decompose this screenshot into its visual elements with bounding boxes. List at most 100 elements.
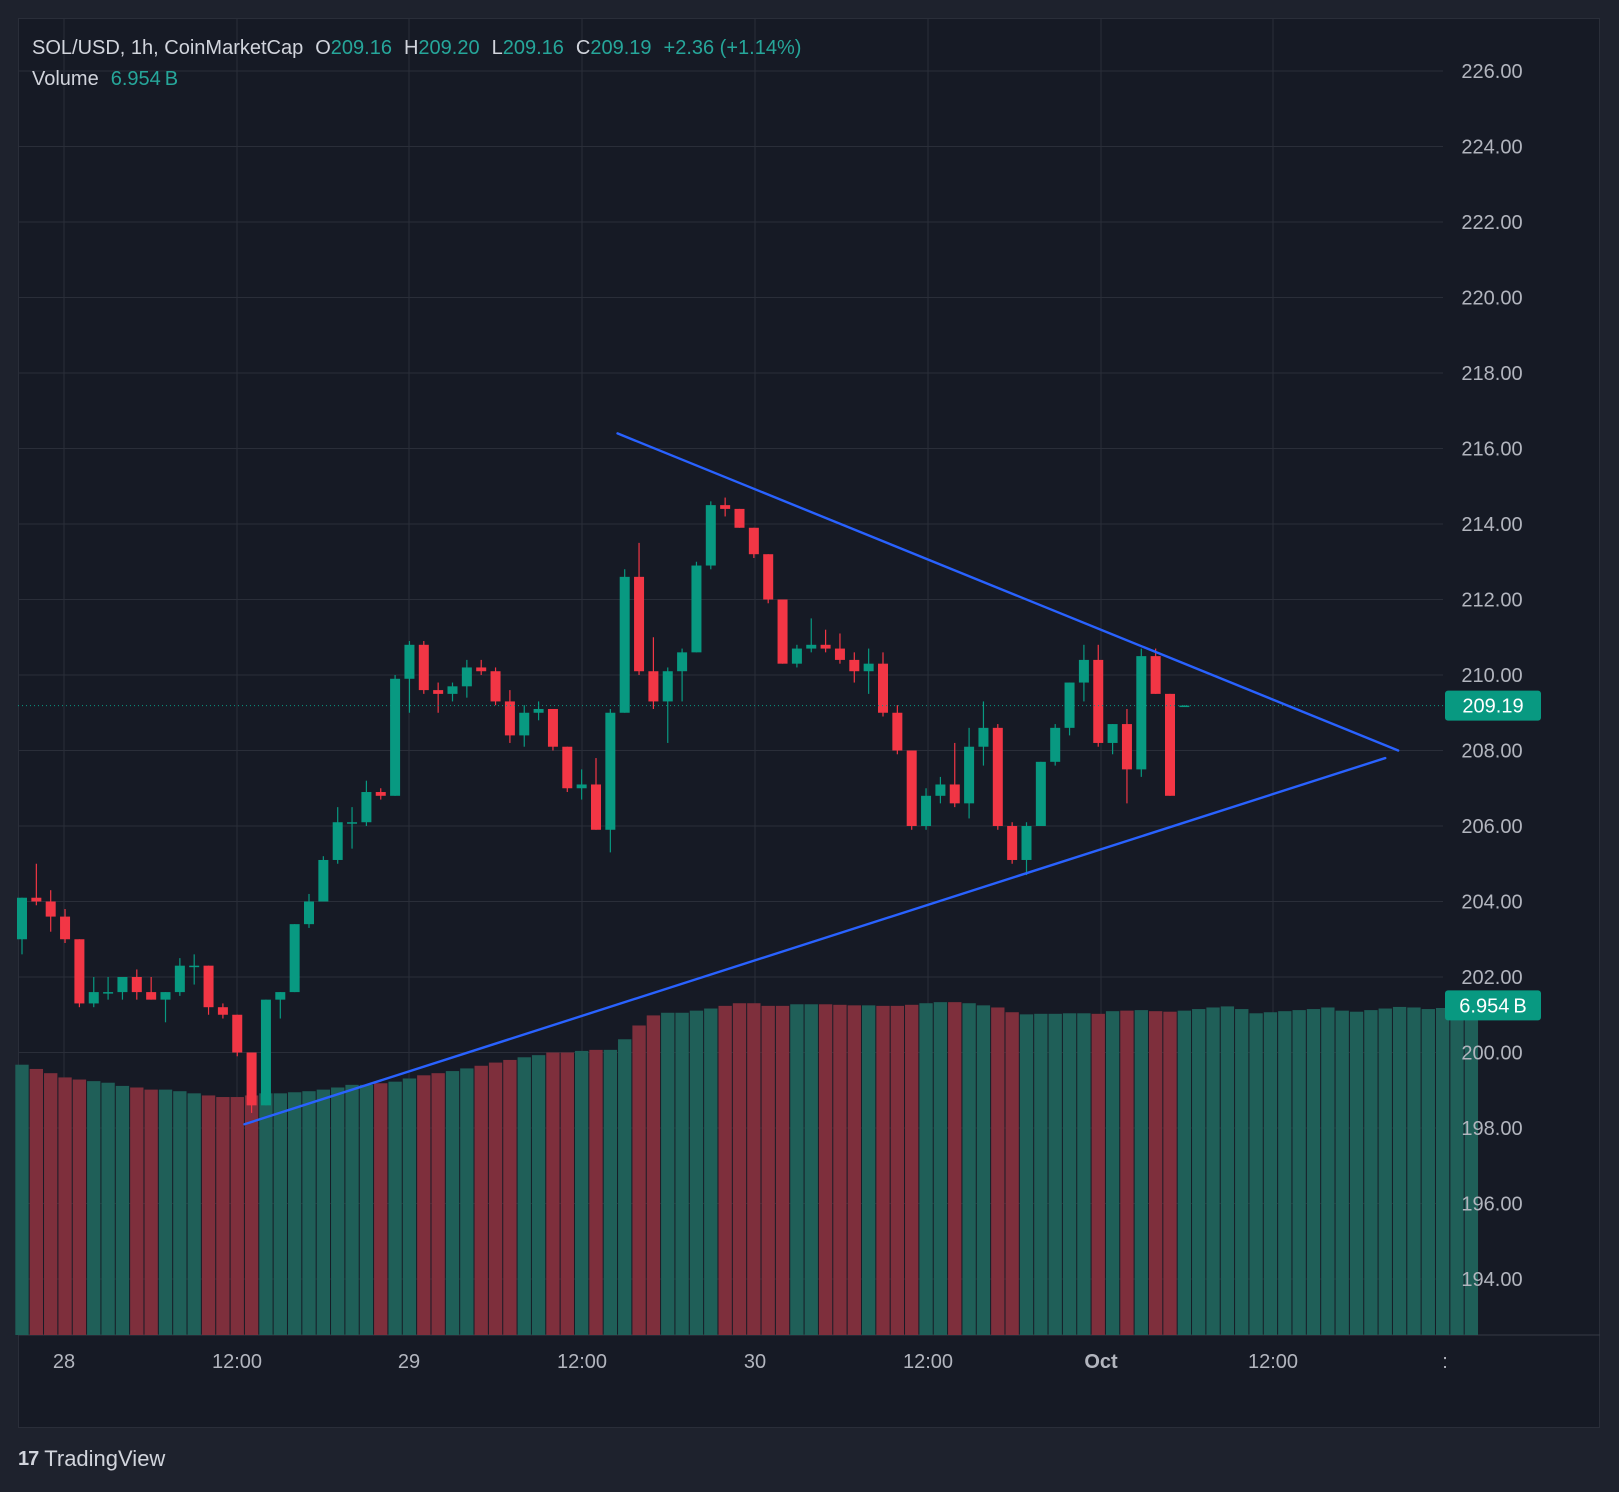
volume-bar [574, 1050, 589, 1335]
volume-bar [115, 1085, 130, 1335]
candle-body [878, 663, 888, 713]
price-tick-label: 200.00 [1461, 1043, 1522, 1065]
time-tick-label: Oct [1084, 1351, 1118, 1373]
volume-bar [1062, 1013, 1077, 1335]
close-value: 209.19 [590, 37, 652, 59]
low-value: 209.16 [502, 37, 564, 59]
trendlines[interactable] [243, 432, 1400, 1126]
volume-bar [72, 1079, 87, 1335]
volume-bar [1407, 1007, 1421, 1335]
volume-bar [1077, 1013, 1091, 1335]
candle-body [1107, 724, 1118, 743]
volume-bar [646, 1015, 661, 1335]
volume-bar [818, 1004, 833, 1335]
volume-bar [1005, 1012, 1019, 1335]
candle-body [1165, 693, 1175, 796]
tradingview-footer[interactable]: 17 TradingView [18, 1446, 165, 1472]
candle-body [390, 678, 401, 796]
volume-bar [431, 1073, 445, 1335]
volume-bar [302, 1091, 316, 1335]
time-axis[interactable]: 28 12:00 29 12:00 30 12:00 Oct 12:00: [53, 1351, 1448, 1373]
volume-bar [1378, 1008, 1392, 1335]
volume-bar [833, 1004, 847, 1335]
volume-bar [1263, 1012, 1278, 1335]
volume-bar [1392, 1006, 1407, 1335]
volume-bar [259, 1093, 273, 1335]
candle-body [117, 977, 128, 993]
volume-bar [1321, 1007, 1335, 1335]
volume-bar [58, 1077, 72, 1335]
volume-bar [345, 1084, 359, 1335]
volume-bar [704, 1008, 718, 1335]
volume-bar [1120, 1010, 1134, 1335]
chart-legend: SOL/USD, 1h, CoinMarketCap O 209.16 H 209.… [32, 33, 801, 95]
candle-body [189, 965, 200, 968]
time-tick-label: 12:00 [903, 1351, 953, 1373]
candle-body [691, 565, 702, 653]
low-label: L [491, 37, 503, 59]
open-value: 209.16 [330, 37, 392, 59]
price-tick-label: 212.00 [1461, 590, 1522, 612]
volume-bar [531, 1055, 546, 1335]
volume-bar [1278, 1011, 1292, 1335]
candle-body [1021, 826, 1032, 860]
price-axis[interactable]: 226.00 224.00 222.00 220.00 218.00 216.00 214.… [1461, 61, 1522, 1291]
trendline-upper[interactable] [616, 432, 1400, 752]
candle-body [1136, 656, 1147, 770]
change-value: +2.36 (+1.14%) [663, 37, 802, 59]
volume-bar [962, 1003, 976, 1335]
candle-body [31, 897, 42, 902]
volume-bar [632, 1025, 646, 1335]
candle-body [662, 671, 673, 702]
candle-body [260, 999, 271, 1106]
candle-body [476, 667, 487, 672]
volume-bar [890, 1005, 905, 1335]
volume-bar [402, 1078, 417, 1335]
volume-bar [718, 1005, 732, 1335]
volume-bar [374, 1083, 388, 1335]
volume-bar [187, 1093, 201, 1335]
candle-body [720, 505, 731, 509]
volume-label[interactable]: Volume [32, 68, 99, 90]
candle-body [160, 992, 171, 1000]
price-tick-label: 204.00 [1461, 892, 1522, 914]
candle-body [246, 1052, 257, 1106]
volume-bar [144, 1089, 158, 1335]
candle-body [347, 822, 358, 824]
volume-bar [273, 1093, 287, 1335]
symbol-label[interactable]: SOL/USD, 1h, CoinMarketCap [32, 37, 304, 59]
candle-body [60, 916, 71, 940]
volume-bar [905, 1004, 919, 1335]
volume-bar [661, 1012, 675, 1335]
volume-bar [919, 1003, 933, 1335]
volume-bar [560, 1052, 574, 1335]
last-volume-tag-label: 6.954 B [1459, 995, 1526, 1017]
price-tick-label: 224.00 [1461, 137, 1522, 159]
candle-body [88, 992, 99, 1004]
price-tick-label: 222.00 [1461, 212, 1522, 234]
candle-body [935, 784, 946, 796]
candle-body [174, 965, 185, 993]
candle-body [820, 644, 831, 649]
candle-body [863, 663, 874, 672]
volume-bar [589, 1049, 603, 1335]
volume-bar [1177, 1010, 1192, 1335]
volume-bar [1450, 1006, 1464, 1335]
volume-bar [948, 1002, 962, 1335]
price-tick-label: 202.00 [1461, 967, 1522, 989]
volume-bar [1163, 1011, 1177, 1335]
volume-bar [1134, 1010, 1148, 1335]
trendline-lower[interactable] [243, 756, 1387, 1126]
candle-body [461, 667, 472, 687]
volume-bar [991, 1007, 1005, 1335]
volume-bar [1220, 1006, 1235, 1335]
price-tick-label: 198.00 [1461, 1118, 1522, 1140]
candle-body [949, 784, 960, 804]
candle-body [289, 924, 300, 993]
price-tick-label: 206.00 [1461, 816, 1522, 838]
candle-body [1035, 761, 1046, 826]
volume-bar [1435, 1007, 1450, 1335]
volume-bar [287, 1092, 302, 1335]
candle-body [576, 784, 587, 789]
